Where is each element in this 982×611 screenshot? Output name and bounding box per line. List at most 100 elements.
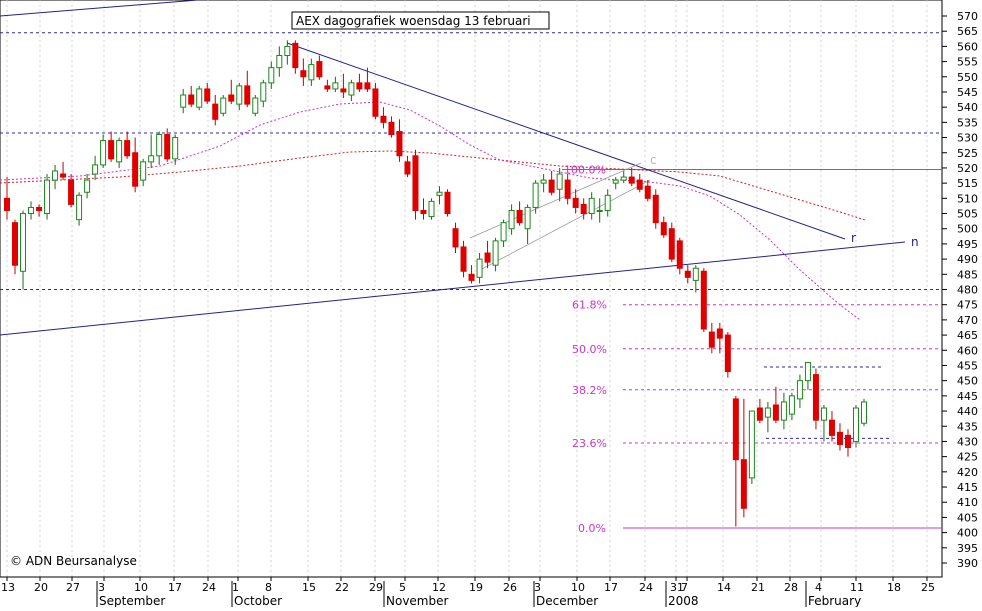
y-tick-label-550: 550 bbox=[957, 71, 978, 84]
x-tick-label-2: 27 bbox=[66, 581, 80, 594]
x-axis: 13 20 27 3 10 17 24 1 8 15 22 29 5 12 19 26 3 10 17 24 317 14… bbox=[0, 576, 942, 608]
candle-body-70 bbox=[564, 179, 571, 199]
candle-body-54 bbox=[436, 191, 443, 196]
y-tick-label-390: 390 bbox=[957, 557, 978, 570]
candle-body-29 bbox=[236, 85, 243, 105]
y-tick-label-505: 505 bbox=[957, 208, 978, 221]
y-tick-label-430: 430 bbox=[957, 435, 978, 448]
candle-body-84 bbox=[676, 240, 683, 269]
candle-body-99 bbox=[796, 380, 803, 400]
candle-body-3 bbox=[28, 206, 35, 215]
candle-body-22 bbox=[180, 94, 187, 108]
fib-label-4: 23.6% bbox=[572, 437, 607, 450]
candle-body-32 bbox=[260, 82, 267, 102]
title-box bbox=[291, 11, 550, 30]
candle-body-80 bbox=[644, 185, 651, 199]
moving-averages bbox=[0, 101, 866, 321]
candlesticks bbox=[4, 40, 867, 527]
candle-body-27 bbox=[220, 97, 227, 114]
candle-body-96 bbox=[772, 404, 779, 421]
month-label-4: 2008 bbox=[668, 594, 699, 607]
y-tick-label-560: 560 bbox=[957, 40, 978, 53]
channel-upper bbox=[469, 162, 642, 239]
candle-body-103 bbox=[828, 419, 835, 436]
candle-body-20 bbox=[164, 134, 171, 160]
candle-body-65 bbox=[524, 206, 531, 230]
x-tick-label-28: 25 bbox=[921, 581, 935, 594]
candle-body-60 bbox=[484, 252, 491, 263]
x-tick-label-19: 24 bbox=[639, 581, 653, 594]
candle-body-82 bbox=[660, 222, 667, 236]
candle-body-4 bbox=[36, 206, 43, 211]
candle-body-51 bbox=[412, 155, 419, 211]
candle-body-75 bbox=[604, 194, 611, 211]
candle-body-67 bbox=[540, 179, 547, 184]
candle-body-36 bbox=[292, 42, 299, 69]
candle-body-18 bbox=[148, 155, 155, 163]
month-label-1: October bbox=[234, 594, 282, 607]
candle-body-15 bbox=[124, 140, 131, 157]
month-label-0: September bbox=[99, 594, 165, 607]
candle-body-34 bbox=[276, 55, 283, 69]
x-tick-label-9: 15 bbox=[302, 581, 316, 594]
x-tick-label-6: 24 bbox=[202, 581, 216, 594]
candle-body-21 bbox=[172, 137, 179, 160]
trendline-top-left bbox=[0, 0, 199, 17]
candle-body-0 bbox=[4, 197, 10, 211]
y-tick-label-455: 455 bbox=[957, 359, 978, 372]
candle-body-49 bbox=[396, 130, 403, 157]
candle-body-8 bbox=[68, 179, 75, 205]
candle-body-56 bbox=[452, 228, 459, 248]
candle-body-104 bbox=[836, 431, 843, 445]
y-tick-label-545: 545 bbox=[957, 86, 978, 99]
candle-body-102 bbox=[820, 407, 827, 421]
fib-label-2: 50.0% bbox=[572, 343, 607, 356]
candle-body-86 bbox=[692, 267, 699, 281]
month-label-3: December bbox=[536, 594, 598, 607]
candle-body-16 bbox=[132, 152, 139, 187]
candle-body-58 bbox=[468, 273, 475, 281]
candle-body-23 bbox=[188, 94, 195, 105]
candle-body-30 bbox=[244, 85, 251, 105]
candle-body-63 bbox=[508, 209, 515, 230]
y-tick-label-475: 475 bbox=[957, 299, 978, 312]
candle-body-97 bbox=[780, 401, 787, 421]
candle-body-42 bbox=[340, 88, 347, 93]
candle-body-81 bbox=[652, 194, 659, 224]
candle-body-24 bbox=[196, 88, 203, 108]
candle-body-95 bbox=[764, 407, 771, 418]
annotations: AEX dagografiek woensdag 13 februari © AD… bbox=[10, 11, 919, 568]
candle-body-28 bbox=[228, 94, 235, 102]
fib-label-0: 100.0% bbox=[564, 163, 606, 176]
candle-body-90 bbox=[724, 334, 731, 373]
candle-body-12 bbox=[100, 140, 107, 166]
y-tick-label-425: 425 bbox=[957, 451, 978, 464]
y-tick-label-410: 410 bbox=[957, 496, 978, 509]
candle-body-13 bbox=[108, 140, 115, 160]
candle-body-71 bbox=[572, 197, 579, 208]
candle-body-6 bbox=[52, 170, 59, 181]
candle-body-101 bbox=[812, 374, 819, 421]
candle-body-25 bbox=[204, 88, 211, 102]
x-tick-label-5: 17 bbox=[168, 581, 182, 594]
candle-body-37 bbox=[300, 70, 307, 78]
annotation-1: n bbox=[911, 235, 919, 249]
candle-body-88 bbox=[708, 331, 715, 348]
x-tick-label-8: 8 bbox=[265, 581, 272, 594]
candle-body-2 bbox=[20, 213, 27, 272]
y-tick-label-435: 435 bbox=[957, 420, 978, 433]
y-tick-label-415: 415 bbox=[957, 481, 978, 494]
candle-body-5 bbox=[44, 179, 51, 215]
candle-body-46 bbox=[372, 88, 379, 117]
candle-body-69 bbox=[556, 173, 563, 190]
fib-label-5: 0.0% bbox=[578, 522, 606, 535]
candle-body-45 bbox=[364, 82, 371, 90]
y-tick-label-515: 515 bbox=[957, 177, 978, 190]
candle-body-53 bbox=[428, 200, 435, 218]
y-tick-label-450: 450 bbox=[957, 375, 978, 388]
candle-body-31 bbox=[252, 97, 259, 114]
y-tick-label-480: 480 bbox=[957, 284, 978, 297]
candle-body-98 bbox=[788, 395, 795, 415]
x-tick-label-17: 10 bbox=[571, 581, 585, 594]
